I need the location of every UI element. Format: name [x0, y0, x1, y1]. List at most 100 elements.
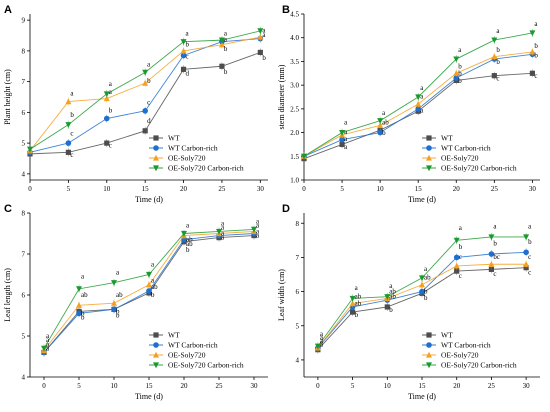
data-point [65, 149, 71, 155]
significance-letter: b [496, 46, 500, 54]
data-point [491, 73, 497, 79]
series-line [303, 72, 533, 160]
data-point [301, 153, 307, 160]
significance-letter: b [116, 312, 120, 320]
legend-marker [153, 145, 159, 151]
significance-letter: c [70, 151, 73, 159]
significance-letter: c [109, 142, 112, 150]
legend-label: OE-Soly720 [441, 154, 479, 163]
data-point [453, 237, 460, 244]
data-point [453, 56, 460, 63]
y-tick-label: 5 [296, 322, 300, 330]
panel-a: A 0 5 10 15 20 25 30 4 5 6 7 8 9 Time (d) Plant height … [3, 4, 268, 204]
data-point [219, 63, 225, 69]
y-tick-label: 5 [22, 333, 26, 341]
significance-letter: b [151, 291, 155, 299]
significance-letter: a [389, 282, 393, 290]
data-point [27, 146, 33, 153]
y-tick-label: 2.0 [290, 129, 299, 137]
data-point [488, 251, 495, 257]
y-tick-label: 4.0 [290, 34, 299, 42]
y-tick-label: 8 [22, 210, 26, 218]
data-point [453, 262, 460, 269]
data-point [41, 345, 47, 352]
data-point [491, 53, 498, 60]
legend-entry: OE-Soly720 [149, 154, 206, 163]
legend-entry: OE-Soly720 [149, 351, 206, 360]
significance-letter: ab [355, 292, 362, 300]
x-axis-label: Time (d) [408, 195, 436, 204]
legend-label: WT [168, 134, 180, 143]
significance-letter: c [493, 270, 496, 278]
legend-label: OE-Soly720 Carbon-rich [168, 361, 244, 370]
significance-letter: c [186, 53, 189, 61]
data-point [491, 37, 498, 44]
data-point [415, 106, 421, 112]
legend-marker [153, 351, 159, 358]
significance-letter: a [262, 26, 266, 34]
x-axis-label: Time (d) [135, 392, 163, 401]
legend-marker [153, 332, 159, 338]
significance-letter: a [151, 260, 155, 268]
legend-marker [426, 145, 432, 151]
y-tick-label: 7 [22, 251, 26, 259]
significance-letter: b [147, 77, 151, 85]
y-tick-label: 6 [22, 109, 26, 117]
data-point [218, 41, 225, 48]
data-point [529, 30, 536, 37]
data-point [142, 79, 149, 86]
significance-letter: d [147, 117, 151, 125]
significance-letter: a [420, 107, 424, 115]
data-point [216, 228, 222, 235]
data-point [257, 28, 264, 35]
y-tick-label: 4 [296, 356, 300, 364]
panel-letter: A [4, 4, 12, 16]
legend-marker [153, 362, 159, 369]
x-tick-label: 25 [218, 185, 226, 193]
legend-entry: WT [149, 134, 180, 143]
data-point [453, 254, 460, 261]
data-point [103, 115, 110, 122]
legend-entry: OE-Soly720 [422, 154, 479, 163]
significance-letter: a [534, 20, 538, 28]
significance-letter: ab [116, 291, 123, 299]
significance-letter: a [256, 221, 260, 229]
legend-marker [426, 165, 432, 172]
data-point [180, 47, 187, 54]
y-tick-label: 1.5 [290, 153, 299, 161]
x-tick-label: 20 [181, 382, 189, 390]
panel-letter: D [282, 203, 290, 215]
data-point [529, 70, 535, 76]
significance-letter: b [424, 294, 428, 302]
data-point [65, 98, 72, 105]
legend-marker [426, 332, 432, 338]
legend-entry: WT Carbon-rich [422, 341, 491, 350]
data-point [218, 37, 225, 44]
data-point [339, 141, 345, 148]
significance-letter: ab [186, 240, 193, 248]
significance-letter: d [186, 69, 190, 77]
legend-label: OE-Soly720 Carbon-rich [168, 164, 244, 173]
x-axis-label: Time (d) [408, 392, 436, 401]
data-point [104, 140, 110, 146]
data-point [488, 261, 495, 267]
data-point [529, 48, 536, 55]
significance-letter: b [81, 310, 85, 318]
data-point [339, 129, 346, 136]
legend-entry: WT Carbon-rich [149, 144, 218, 153]
significance-letter: b [458, 77, 462, 85]
significance-letter: a [46, 332, 50, 340]
legend-marker [426, 342, 432, 348]
significance-letter: a [344, 143, 348, 151]
significance-letter: ab [151, 283, 158, 291]
x-tick-label: 20 [453, 185, 461, 193]
data-point [523, 261, 530, 267]
data-point [377, 129, 383, 136]
legend-label: WT Carbon-rich [168, 341, 218, 350]
y-tick-label: 6 [22, 292, 26, 300]
legend-label: OE-Soly720 Carbon-rich [441, 164, 517, 173]
significance-letter: a [46, 336, 50, 344]
significance-letter: b [496, 58, 500, 66]
data-point [349, 295, 356, 302]
